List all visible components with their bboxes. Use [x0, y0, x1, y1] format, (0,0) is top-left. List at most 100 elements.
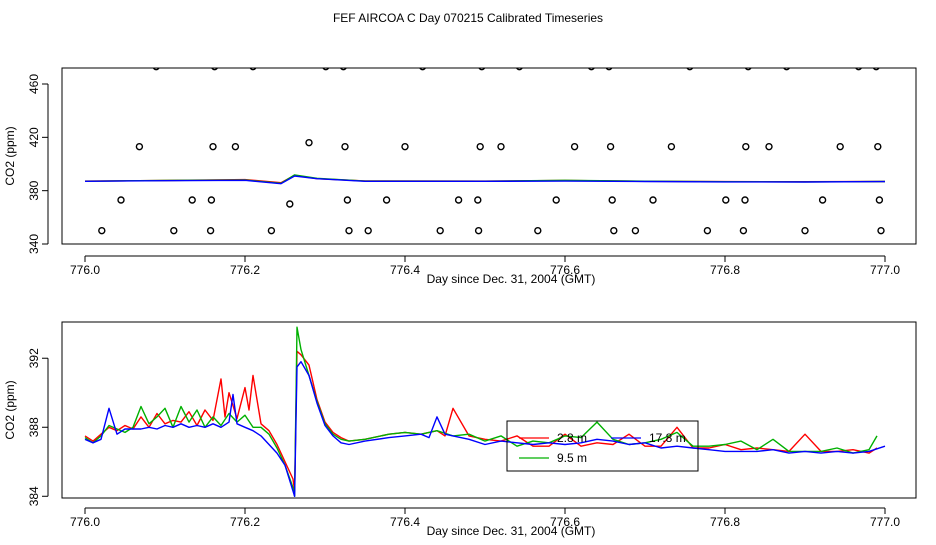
data-point: [605, 68, 613, 71]
data-point: [610, 226, 618, 235]
data-point: [135, 142, 144, 151]
data-point: [874, 142, 882, 151]
x-tick-label: 776.8: [710, 515, 740, 529]
x-tick-label: 776.4: [390, 263, 420, 277]
data-point: [631, 226, 640, 235]
data-point: [587, 68, 595, 71]
data-point: [419, 68, 427, 71]
legend-label: 17.8 m: [649, 431, 686, 445]
legend: 2.8 m 9.5 m 17.8 m: [506, 420, 699, 472]
data-point: [364, 226, 372, 235]
data-point: [249, 68, 257, 71]
data-point: [703, 226, 712, 235]
data-point: [231, 142, 240, 151]
y-tick-label: 340: [27, 234, 41, 254]
y-tick-label: 420: [27, 127, 41, 147]
data-point: [343, 196, 352, 204]
x-tick-label: 777.0: [870, 515, 900, 529]
data-point: [667, 142, 676, 151]
data-point: [818, 196, 827, 204]
y-tick-label: 392: [27, 348, 41, 368]
plot-frame: [61, 67, 917, 245]
y-axis-label: CO2 (ppm): [3, 126, 17, 185]
data-point: [478, 68, 486, 71]
x-axis-label: Day since Dec. 31, 2004 (GMT): [427, 272, 596, 286]
series-line-9-5-m: [84, 326, 878, 497]
y-tick-label: 388: [27, 417, 41, 437]
data-point: [875, 196, 884, 204]
data-point: [836, 142, 844, 151]
data-point: [98, 226, 106, 235]
data-point: [739, 226, 748, 235]
data-point: [454, 196, 463, 204]
series-line-3: [84, 175, 886, 185]
data-point: [476, 142, 484, 151]
data-point: [474, 226, 483, 235]
legend-box: [506, 420, 699, 472]
data-point: [552, 196, 560, 204]
data-point: [401, 142, 409, 151]
data-point: [855, 68, 863, 71]
data-point: [570, 142, 579, 151]
data-point: [686, 68, 694, 71]
x-tick-label: 776.2: [230, 515, 260, 529]
x-tick-label: 776.0: [70, 515, 100, 529]
data-point: [744, 68, 752, 71]
plot-area: [84, 68, 886, 235]
x-tick-label: 776.6: [550, 263, 580, 277]
data-point: [211, 68, 219, 71]
data-point: [339, 68, 347, 71]
data-point: [188, 196, 196, 204]
y-tick-label: 384: [27, 486, 41, 506]
data-point: [117, 196, 125, 204]
data-point: [515, 68, 523, 71]
data-point: [649, 196, 657, 204]
data-point: [474, 196, 482, 204]
bottom-panel: 776.0 776.2 776.4 776.6 776.8 777.0 Day since …: [3, 321, 917, 538]
series-line-17-8-m: [84, 361, 886, 497]
data-point: [322, 68, 330, 71]
y-tick-label: 460: [27, 74, 41, 94]
x-tick-label: 776.6: [550, 515, 580, 529]
plot-area: [84, 326, 886, 497]
y-axis-label: CO2 (ppm): [3, 380, 17, 439]
x-tick-label: 776.0: [70, 263, 100, 277]
data-point: [382, 196, 391, 204]
data-point: [305, 138, 313, 147]
data-point: [872, 68, 880, 71]
data-point: [209, 142, 217, 151]
data-point: [606, 142, 615, 151]
data-point: [722, 196, 730, 204]
data-point: [341, 142, 349, 151]
x-axis-label: Day since Dec. 31, 2004 (GMT): [427, 524, 596, 538]
x-tick-label: 776.4: [390, 515, 420, 529]
data-point: [741, 196, 749, 204]
data-point: [345, 226, 353, 235]
data-point: [206, 226, 215, 235]
data-point: [207, 196, 216, 204]
legend-label: 2.8 m: [557, 431, 587, 445]
legend-label: 9.5 m: [557, 451, 587, 465]
data-point: [877, 226, 885, 235]
data-point: [286, 200, 294, 208]
data-point: [497, 142, 505, 151]
data-point: [742, 142, 750, 151]
x-tick-label: 776.2: [230, 263, 260, 277]
series-line-2-8-m: [84, 350, 878, 492]
data-point: [783, 68, 791, 71]
x-tick-label: 777.0: [870, 263, 900, 277]
data-point: [152, 68, 160, 71]
y-tick-label: 380: [27, 180, 41, 200]
figure-title: FEF AIRCOA C Day 070215 Calibrated Times…: [333, 11, 603, 25]
top-panel: 776.0 776.2 776.4 776.6 776.8 777.0 Day since …: [3, 67, 917, 286]
data-point: [765, 142, 773, 151]
data-point: [801, 226, 809, 235]
data-point: [534, 226, 542, 235]
data-point: [436, 226, 444, 235]
data-point: [267, 226, 276, 235]
data-point: [170, 226, 178, 235]
plot-frame: [61, 321, 917, 499]
data-point: [608, 196, 616, 204]
